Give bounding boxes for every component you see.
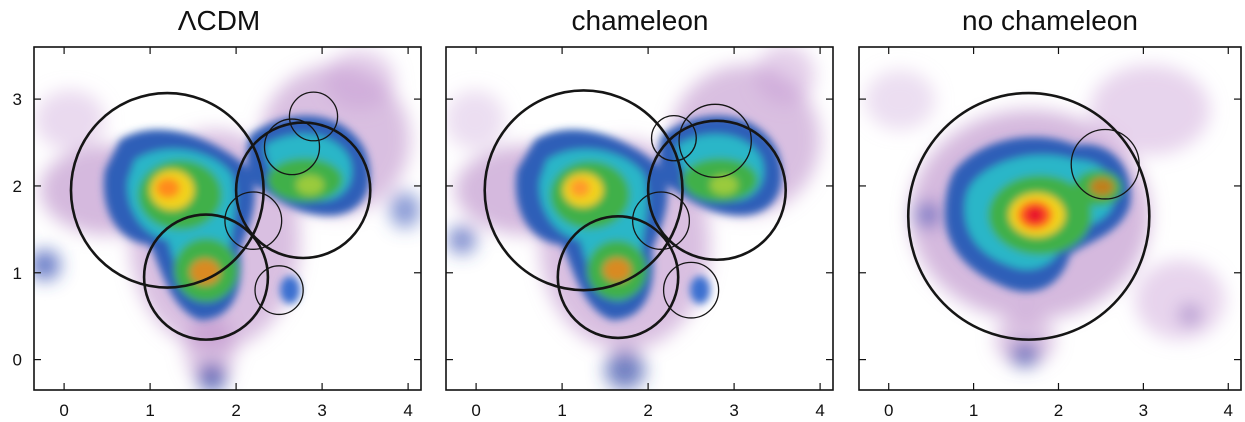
circle-group-chameleon [483,89,788,340]
plot-frame-chameleon [445,46,834,391]
y-tick-label-lcdm-3: 3 [13,90,22,109]
x-tick-label-lcdm-3: 3 [317,401,326,420]
x-tick-label-chameleon-0: 0 [471,401,480,420]
circle-group-no-chameleon [906,91,1151,341]
group-circle-chameleon-2 [556,215,680,340]
x-tick-label-chameleon-2: 2 [643,401,652,420]
density-map-no-chameleon [859,47,1241,390]
y-tick-label-lcdm-0: 0 [13,351,22,370]
group-circle-lcdm-1 [69,91,265,289]
x-tick-label-no-chameleon-2: 2 [1054,401,1063,420]
x-tick-label-chameleon-3: 3 [729,401,738,420]
density-map-chameleon [446,47,833,390]
group-circle-lcdm-7 [254,265,304,316]
panel-title-lcdm: ΛCDM [178,5,260,36]
panel-lcdm: ΛCDM [13,5,422,420]
y-tick-label-lcdm-2: 2 [13,177,22,196]
plot-frame-no-chameleon [858,46,1242,391]
x-tick-label-chameleon-1: 1 [557,401,566,420]
y-tick-label-lcdm-1: 1 [13,264,22,283]
x-tick-label-no-chameleon-0: 0 [884,401,893,420]
density-core-lcdm [103,115,370,320]
x-tick-label-chameleon-4: 4 [815,401,824,420]
group-circle-chameleon-6 [678,103,752,178]
axes-lcdm: 0 1 2 3 4 0 1 2 3 [13,47,421,420]
panel-chameleon: chameleon [445,5,834,420]
group-circle-chameleon-1 [483,89,684,292]
group-circle-lcdm-5 [263,118,321,176]
plot-frame-lcdm [33,46,422,391]
x-tick-label-lcdm-4: 4 [403,401,412,420]
group-circle-no-chameleon-2 [1070,128,1140,200]
group-circle-no-chameleon-1 [906,91,1151,341]
group-circle-lcdm-6 [288,91,339,142]
density-map-lcdm [34,47,421,390]
circle-group-lcdm [69,91,372,341]
group-circle-lcdm-2 [142,213,270,341]
group-circle-chameleon-5 [650,114,697,162]
x-tick-label-lcdm-2: 2 [231,401,240,420]
axes-no-chameleon: 0 1 2 3 4 [859,47,1241,420]
panel-title-chameleon: chameleon [572,5,709,36]
panel-no-chameleon: no chameleon [858,5,1242,420]
x-tick-label-no-chameleon-3: 3 [1139,401,1148,420]
group-circle-chameleon-3 [646,119,788,262]
density-core-chameleon [515,115,782,320]
panel-title-no-chameleon: no chameleon [962,5,1138,36]
axes-chameleon: 0 1 2 3 4 [446,47,833,420]
x-tick-label-lcdm-1: 1 [145,401,154,420]
x-tick-label-lcdm-0: 0 [59,401,68,420]
x-tick-label-no-chameleon-4: 4 [1224,401,1233,420]
density-core-no-chameleon [945,137,1131,292]
group-circle-lcdm-4 [224,191,283,250]
x-tick-label-no-chameleon-1: 1 [969,401,978,420]
group-circle-lcdm-3 [234,121,372,260]
group-circle-chameleon-7 [662,261,720,319]
group-circle-chameleon-4 [631,191,691,250]
